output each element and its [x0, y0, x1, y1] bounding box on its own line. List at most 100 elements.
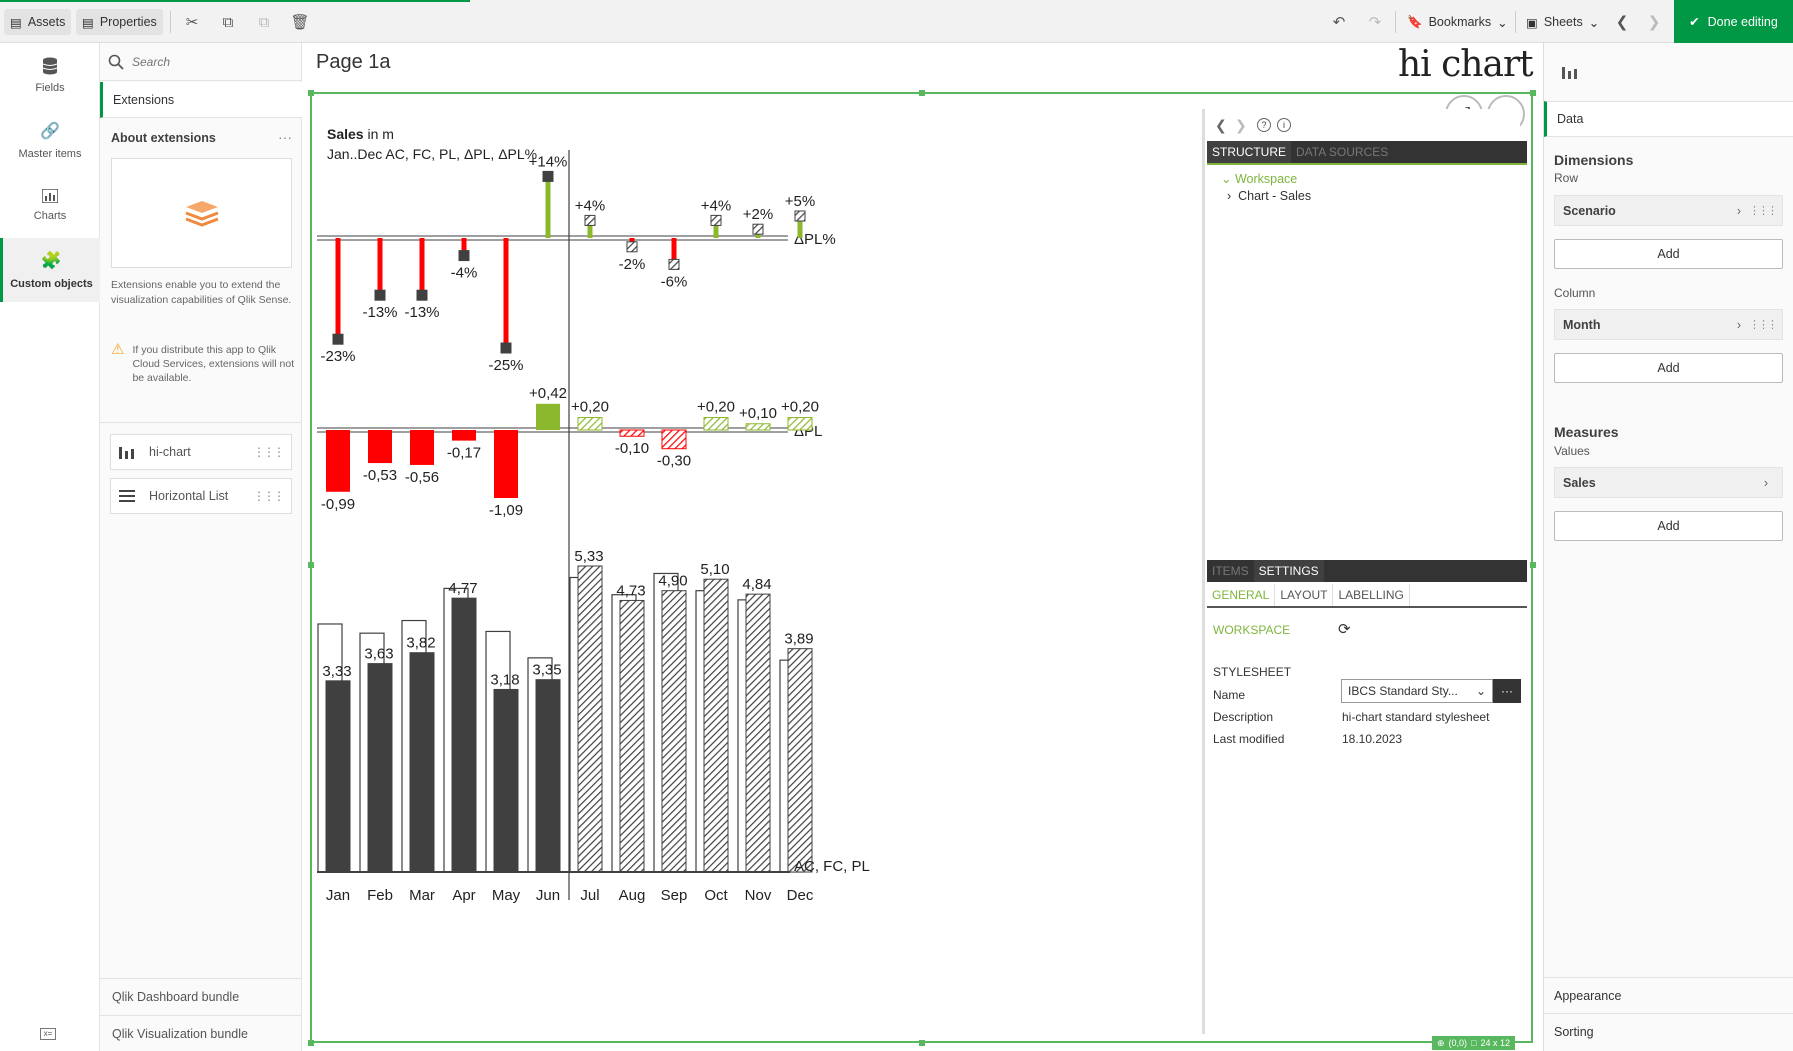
redo-icon[interactable]: ↷	[1368, 14, 1382, 31]
resize-handle[interactable]	[919, 1040, 925, 1046]
subtab-general[interactable]: GENERAL	[1207, 584, 1276, 606]
help-icon[interactable]: ?	[1257, 118, 1271, 132]
rail-item-master-items[interactable]: 🔗 Master items	[0, 108, 100, 172]
extensions-illustration	[111, 158, 292, 268]
delta-pl-pct-label: -13%	[404, 304, 439, 321]
resize-handle[interactable]	[308, 1040, 314, 1046]
bookmarks-button[interactable]: 🔖 Bookmarks ⌄	[1401, 9, 1514, 35]
delete-icon[interactable]: 🗑	[290, 14, 310, 31]
drag-handle-icon[interactable]: ⋮⋮⋮	[1749, 319, 1778, 331]
data-section-tab[interactable]: Data	[1544, 101, 1793, 137]
delta-pl-bar	[787, 417, 813, 431]
ac-bar	[367, 663, 393, 873]
value-label: 4,90	[658, 573, 687, 590]
rail-label: Charts	[33, 209, 67, 222]
paste-icon[interactable]: ⧉	[258, 13, 270, 31]
resize-handle[interactable]	[308, 562, 314, 568]
delta-pl-label: +0,20	[697, 399, 735, 416]
drag-handle-icon[interactable]: ⋮⋮⋮	[1749, 205, 1778, 217]
warning-text: If you distribute this app to Qlik Cloud…	[132, 344, 295, 384]
tree-item-chart-sales[interactable]: › Chart - Sales	[1227, 189, 1311, 203]
delta-pl-label: -1,09	[489, 502, 523, 519]
extensions-tab[interactable]: Extensions	[100, 82, 302, 118]
fc-bar	[619, 599, 645, 873]
delta-pl-pct-label: +4%	[575, 197, 605, 214]
tab-data-sources[interactable]: DATA SOURCES	[1296, 145, 1389, 159]
sorting-section[interactable]: Sorting	[1544, 1013, 1793, 1049]
rail-item-custom-objects[interactable]: 🧩 Custom objects	[0, 238, 100, 302]
delta-pl-pct-label: -25%	[488, 357, 523, 374]
resize-handle[interactable]	[308, 90, 314, 96]
tab-settings[interactable]: SETTINGS	[1253, 560, 1324, 582]
measure-field-sales[interactable]: Sales ›	[1554, 467, 1783, 498]
drag-handle-icon[interactable]: ⋮⋮⋮	[253, 445, 285, 459]
delta-pl-bar	[619, 429, 645, 437]
add-row-button[interactable]: Add	[1554, 239, 1783, 269]
value-label: 5,33	[574, 548, 603, 565]
tab-items[interactable]: ITEMS	[1212, 564, 1249, 578]
last-modified-label: Last modified	[1213, 732, 1285, 746]
sheets-button[interactable]: ▣ Sheets ⌄	[1520, 9, 1605, 35]
resize-handle[interactable]	[919, 90, 925, 96]
add-column-button[interactable]: Add	[1554, 353, 1783, 383]
properties-button[interactable]: ▤ Properties	[76, 9, 163, 35]
info-icon[interactable]: i	[1277, 118, 1291, 132]
stylesheet-name-select[interactable]: IBCS Standard Sty... ⌄	[1341, 679, 1493, 703]
bar-chart-icon	[42, 188, 58, 203]
field-label: Scenario	[1563, 203, 1616, 218]
copy-icon[interactable]: ⧉	[222, 13, 234, 31]
delta-pl-pct-label: -2%	[619, 256, 646, 273]
grid-icon: ⊕	[1437, 1037, 1445, 1048]
cut-icon[interactable]: ✂	[185, 14, 199, 31]
refresh-icon[interactable]: ⟳	[1338, 621, 1351, 638]
properties-label: Properties	[99, 15, 157, 29]
previous-sheet-icon[interactable]: ❮	[1615, 14, 1629, 31]
top-toolbar: ▤ Assets ▤ Properties ✂ ⧉ ⧉ 🗑 ↶ ↷ 🔖 Book…	[0, 0, 1793, 43]
rail-item-charts[interactable]: Charts	[0, 173, 100, 237]
value-label: 3,35	[532, 662, 561, 679]
ac-bar	[409, 652, 435, 873]
delta-pl-label: -0,10	[615, 440, 649, 457]
delta-pl-pct-label: -13%	[362, 304, 397, 321]
link-icon: 🔗	[40, 122, 60, 140]
delta-pl-bar	[452, 430, 476, 441]
bundle-dashboard[interactable]: Qlik Dashboard bundle	[100, 978, 302, 1014]
bookmarks-label: Bookmarks	[1428, 15, 1492, 29]
next-sheet-icon[interactable]: ❯	[1647, 14, 1661, 31]
resize-handle[interactable]	[1530, 562, 1536, 568]
subtab-layout[interactable]: LAYOUT	[1275, 584, 1334, 606]
assets-label: Assets	[27, 15, 66, 29]
value-label: 4,73	[616, 582, 645, 599]
dimension-field-month[interactable]: Month › ⋮⋮⋮	[1554, 309, 1783, 340]
fc-bar	[745, 593, 771, 873]
search-input[interactable]	[132, 54, 282, 69]
grid-size: 24 x 12	[1480, 1038, 1511, 1048]
category-label: Oct	[704, 887, 728, 904]
undo-icon[interactable]: ↶	[1332, 14, 1346, 31]
warning-icon: ⚠	[111, 341, 125, 358]
drag-handle-icon[interactable]: ⋮⋮⋮	[253, 489, 285, 503]
chevron-right-icon: ›	[1736, 317, 1741, 332]
bundle-visualization[interactable]: Qlik Visualization bundle	[100, 1015, 302, 1051]
extension-item-horizontal-list[interactable]: Horizontal List ⋮⋮⋮	[110, 478, 292, 514]
value-label: 3,89	[784, 631, 813, 648]
list-icon	[119, 490, 135, 502]
delta-pl-pct-head	[710, 214, 722, 226]
dimension-field-scenario[interactable]: Scenario › ⋮⋮⋮	[1554, 195, 1783, 226]
subtab-labelling[interactable]: LABELLING	[1333, 584, 1410, 606]
forward-icon[interactable]: ❯	[1235, 117, 1247, 133]
extension-item-hi-chart[interactable]: hi-chart ⋮⋮⋮	[110, 434, 292, 470]
tab-structure[interactable]: STRUCTURE	[1207, 141, 1291, 163]
resize-handle[interactable]	[1530, 90, 1536, 96]
rail-item-fields[interactable]: Fields	[0, 43, 100, 107]
assets-button[interactable]: ▤ Assets	[4, 9, 72, 35]
back-icon[interactable]: ❮	[1215, 117, 1227, 133]
variable-icon[interactable]: x=	[40, 1028, 56, 1040]
stylesheet-more-button[interactable]: ···	[1493, 679, 1521, 703]
more-options-icon[interactable]: ···	[278, 129, 292, 145]
tree-root-workspace[interactable]: ⌄ Workspace	[1221, 171, 1297, 186]
done-editing-button[interactable]: ✔ Done editing	[1674, 0, 1793, 43]
appearance-section[interactable]: Appearance	[1544, 977, 1793, 1013]
grid-position: (0,0)	[1448, 1038, 1468, 1048]
add-measure-button[interactable]: Add	[1554, 511, 1783, 541]
